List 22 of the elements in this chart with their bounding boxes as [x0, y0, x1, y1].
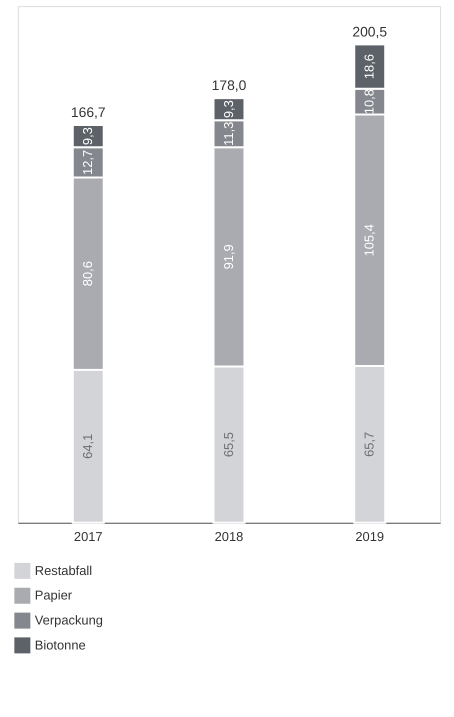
- legend-label: Papier: [34, 588, 73, 603]
- data-label: 64,1: [80, 434, 96, 459]
- legend-label: Restabfall: [34, 562, 92, 578]
- data-label: 10,8: [362, 89, 377, 114]
- legend-label: Biotonne: [34, 637, 86, 652]
- data-label: 12,7: [80, 150, 96, 175]
- x-tick-label: 2018: [214, 529, 244, 544]
- data-label: 91,9: [220, 244, 236, 270]
- data-label: 80,6: [80, 261, 96, 286]
- total-label: 178,0: [212, 77, 247, 94]
- x-tick-label: 2017: [74, 529, 103, 544]
- legend-label: Verpackung: [34, 612, 103, 628]
- data-label: 65,7: [362, 432, 377, 457]
- data-label: 11,3: [220, 122, 236, 146]
- x-tick-label: 2019: [355, 529, 384, 544]
- data-label: 9,3: [80, 127, 96, 146]
- total-label: 200,5: [352, 23, 388, 40]
- data-label: 18,6: [362, 54, 377, 80]
- data-label: 105,4: [362, 224, 377, 256]
- data-label: 65,5: [220, 432, 236, 458]
- total-label: 166,7: [70, 104, 106, 120]
- data-label: 9,3: [220, 100, 236, 118]
